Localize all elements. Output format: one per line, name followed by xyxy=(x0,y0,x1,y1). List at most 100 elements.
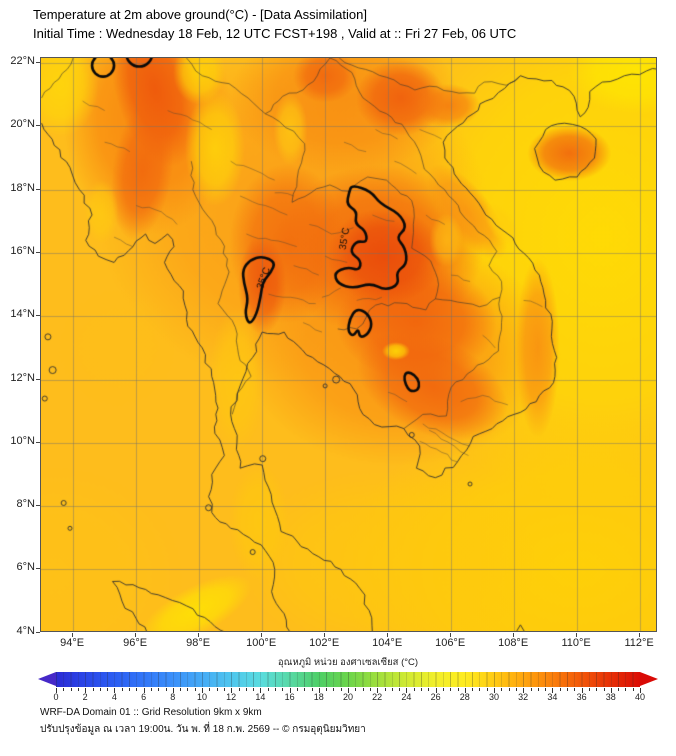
colorbar-tick xyxy=(340,688,342,691)
lat-axis-label: 6°N xyxy=(16,561,35,574)
colorbar-tick xyxy=(369,688,371,691)
colorbar-tick xyxy=(253,688,255,691)
colorbar-tick xyxy=(289,688,291,693)
lat-axis-tick xyxy=(36,568,40,570)
colorbar-tick xyxy=(296,688,298,691)
colorbar-tick xyxy=(238,688,240,691)
colorbar-tick xyxy=(596,688,598,691)
lat-axis-tick xyxy=(36,505,40,507)
colorbar-tick xyxy=(136,688,138,691)
colorbar-tick xyxy=(486,688,488,691)
colorbar-tick xyxy=(523,688,525,693)
lon-axis-tick xyxy=(135,633,137,637)
colorbar-tick xyxy=(318,688,320,693)
colorbar-tick xyxy=(435,688,437,693)
colorbar-tick xyxy=(107,688,109,691)
colorbar-tick xyxy=(610,688,612,693)
colorbar-tick xyxy=(552,688,554,693)
lat-axis-tick xyxy=(36,631,40,633)
colorbar-gradient xyxy=(56,672,640,687)
colorbar-tick xyxy=(172,688,174,693)
lon-axis-label: 108°E xyxy=(498,637,529,649)
colorbar-tick xyxy=(581,688,583,693)
lon-axis-tick xyxy=(72,633,74,637)
lat-axis-tick xyxy=(36,251,40,253)
colorbar-tick xyxy=(457,688,459,691)
colorbar-tick xyxy=(603,688,605,691)
colorbar-tick-number: 18 xyxy=(313,692,324,702)
colorbar-tick xyxy=(121,688,123,691)
colorbar-tick-number: 14 xyxy=(255,692,266,702)
colorbar-tick xyxy=(588,688,590,691)
lat-axis-tick xyxy=(36,125,40,127)
colorbar-ticks xyxy=(38,688,658,694)
colorbar-tick xyxy=(143,688,145,693)
colorbar-tick-number: 38 xyxy=(605,692,616,702)
lon-axis-label: 96°E xyxy=(123,637,148,649)
colorbar-tick xyxy=(515,688,517,691)
colorbar-tick xyxy=(640,688,641,693)
colorbar-tick xyxy=(421,688,422,691)
colorbar-tick xyxy=(194,688,196,691)
footer-domain-info: WRF-DA Domain 01 :: Grid Resolution 9km … xyxy=(40,707,262,718)
colorbar-tick-number: 0 xyxy=(53,692,59,702)
colorbar-tick-number: 4 xyxy=(111,692,117,702)
colorbar-tick xyxy=(362,688,364,691)
colorbar-tick xyxy=(311,688,313,691)
colorbar-tick-number: 28 xyxy=(459,692,470,702)
colorbar-tick xyxy=(70,688,72,691)
lat-axis-tick xyxy=(36,315,40,317)
colorbar-tick xyxy=(625,688,627,691)
lon-axis-tick xyxy=(513,633,515,637)
colorbar-tick xyxy=(245,688,247,691)
colorbar-tick xyxy=(384,688,386,691)
colorbar-tick xyxy=(618,688,620,691)
colorbar-segment-lines xyxy=(56,672,640,687)
lon-axis-tick xyxy=(324,633,326,637)
colorbar-tick-number: 22 xyxy=(372,692,383,702)
lon-axis-tick xyxy=(261,633,263,637)
colorbar-tick xyxy=(260,688,262,693)
colorbar-tick-number: 24 xyxy=(401,692,412,702)
colorbar-tick-number: 40 xyxy=(634,692,645,702)
colorbar-tick xyxy=(165,688,167,691)
colorbar-tick xyxy=(150,688,152,691)
colorbar-tick xyxy=(567,688,568,691)
colorbar-tick xyxy=(537,688,539,691)
lon-axis-label: 106°E xyxy=(435,637,466,649)
colorbar xyxy=(38,672,658,687)
colorbar-tick xyxy=(216,688,218,691)
lon-axis-tick xyxy=(450,633,452,637)
colorbar-tick xyxy=(348,688,349,693)
colorbar-tick xyxy=(406,688,408,693)
colorbar-tick-number: 2 xyxy=(82,692,88,702)
colorbar-tick xyxy=(56,688,57,693)
colorbar-tick xyxy=(442,688,444,691)
lon-axis-label: 112°E xyxy=(624,637,654,649)
colorbar-tick xyxy=(501,688,503,691)
colorbar-tick-number: 16 xyxy=(284,692,295,702)
colorbar-tick-number: 10 xyxy=(196,692,207,702)
colorbar-tick xyxy=(202,688,203,693)
colorbar-tick xyxy=(180,688,182,691)
colorbar-tick xyxy=(472,688,474,691)
colorbar-tick xyxy=(413,688,415,691)
colorbar-tick xyxy=(464,688,466,693)
colorbar-tick xyxy=(158,688,160,691)
colorbar-tick xyxy=(114,688,116,693)
lon-axis-tick xyxy=(639,633,641,637)
lon-axis-label: 102°E xyxy=(309,637,340,649)
lon-axis-label: 100°E xyxy=(246,637,277,649)
colorbar-tick xyxy=(508,688,510,691)
colorbar-tick xyxy=(326,688,328,691)
lon-axis-label: 104°E xyxy=(372,637,403,649)
colorbar-tick xyxy=(63,688,65,691)
lon-axis-tick xyxy=(198,633,200,637)
colorbar-tick xyxy=(209,688,211,691)
colorbar-tick xyxy=(377,688,379,693)
lon-axis-tick xyxy=(387,633,389,637)
colorbar-tick xyxy=(187,688,189,691)
colorbar-tick-number: 36 xyxy=(576,692,587,702)
colorbar-tick xyxy=(391,688,393,691)
colorbar-tick xyxy=(574,688,576,691)
